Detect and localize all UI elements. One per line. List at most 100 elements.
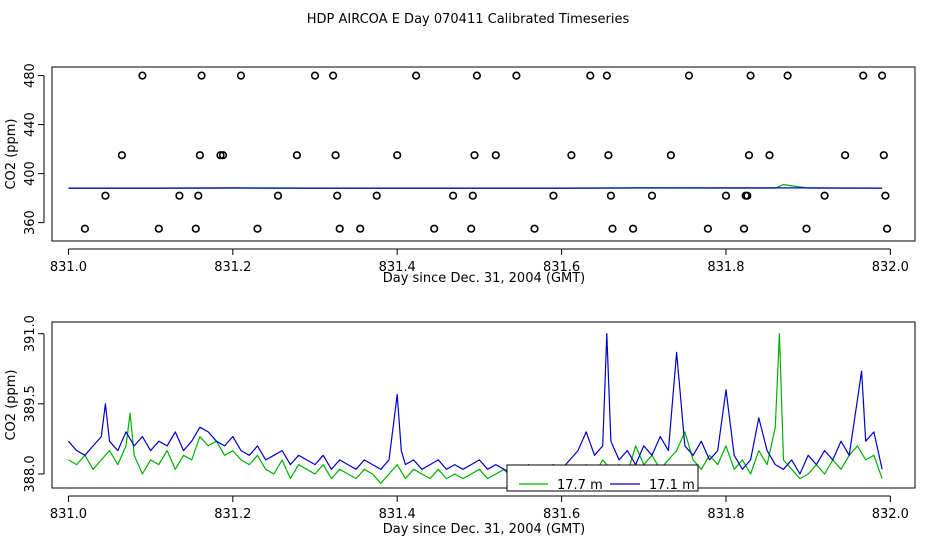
legend-label-17-7m: 17.7 m [557,478,603,493]
data-point [608,224,617,233]
data-point [746,71,755,80]
data-point [310,71,320,80]
bottom-xlabel: Day since Dec. 31, 2004 (GMT) [383,522,586,537]
bottom-x-tick-label: 831.8 [707,507,744,522]
plot-frame-top [51,66,916,242]
top-points [80,71,892,233]
data-point [606,191,616,200]
data-point [802,224,811,233]
data-point [335,224,344,233]
legend: 17.7 m 17.1 m [506,464,699,493]
data-point [138,71,147,80]
data-point [393,151,402,160]
data-point [216,151,225,160]
data-point [273,191,283,200]
data-point [881,191,890,200]
bottom-x-tick-label: 831.6 [543,507,580,522]
top-y-tick-label: 480 [23,63,38,88]
bottom-series-0-line [68,333,883,484]
data-point [647,191,657,200]
data-point [468,191,477,200]
data-point [253,224,262,233]
bottom-y-tick-label: 389.5 [23,385,38,422]
data-point [372,191,381,200]
data-point [512,71,521,80]
data-point [470,151,479,160]
data-point [430,224,439,233]
data-point [329,71,338,80]
bottom-y-tick-label: 388.0 [23,455,38,492]
data-point [840,151,850,160]
data-point [472,71,482,80]
data-point [449,191,458,200]
data-point [356,224,365,233]
bottom-x-tick-label: 831.0 [50,507,87,522]
data-point [783,71,792,80]
data-point [191,224,200,233]
bottom-x-tick-label: 832.0 [872,507,909,522]
top-ylabel: CO2 (ppm) [4,118,19,189]
data-point [101,191,110,200]
data-point [882,224,892,233]
data-point [879,151,888,160]
data-point [602,71,611,80]
data-point [154,224,163,233]
data-point [586,71,595,80]
legend-box [506,464,699,492]
top-x-tick-label: 831.2 [214,260,251,275]
top-xlabel: Day since Dec. 31, 2004 (GMT) [383,271,586,286]
bottom-x-tick-label: 831.2 [214,507,251,522]
data-point [331,151,340,160]
bottom-x-tick-label: 831.4 [379,507,416,522]
top-y-tick-label: 440 [23,112,38,137]
top-y-tick-label: 360 [23,210,38,235]
data-point [765,151,774,160]
data-point [684,71,694,80]
data-point [412,71,421,80]
legend-label-17-1m: 17.1 m [649,478,695,493]
data-point [703,224,713,233]
data-point [491,151,500,160]
plot-frame-bottom [51,321,916,489]
top-x-tick-label: 831.6 [543,260,580,275]
data-point [80,224,89,233]
panel-bottom-line: 831.0 831.2 831.4 831.6 831.8 832.0 388.0 389.5… [4,315,916,537]
data-point [877,71,887,80]
data-point [218,151,228,160]
data-point [628,224,638,233]
top-x-tick-label: 831.4 [379,260,416,275]
data-point [175,191,184,200]
data-point [236,71,246,80]
data-point [333,191,342,200]
bottom-series-1-line [67,333,883,475]
data-point [744,151,754,160]
data-point [859,71,868,80]
data-point [195,151,204,160]
data-point [292,151,302,160]
data-point [739,224,749,233]
panel-top-scatter: 831.0 831.2 831.4 831.6 831.8 832.0 360 400 440 4… [4,63,916,286]
data-point [194,191,203,200]
data-point [666,151,676,160]
data-point [549,191,558,200]
figure-title: HDP AIRCOA E Day 070411 Calibrated Times… [307,12,630,27]
top-y-tick-label: 400 [23,161,38,186]
top-axis-ticks: 831.0 831.2 831.4 831.6 831.8 832.0 360 400 440 4… [23,63,909,275]
data-point [117,151,126,160]
data-point [604,151,613,160]
data-point [721,191,731,200]
data-point [820,191,829,200]
bottom-series-lines [67,333,883,484]
data-point [197,71,206,80]
bottom-ylabel: CO2 (ppm) [4,369,19,440]
data-point [743,191,752,200]
top-x-tick-label: 832.0 [872,260,909,275]
bottom-axis-ticks: 831.0 831.2 831.4 831.6 831.8 832.0 388.0 389.5… [23,315,909,522]
top-x-tick-label: 831.8 [707,260,744,275]
top-x-tick-label: 831.0 [50,260,87,275]
bottom-y-tick-label: 391.0 [23,315,38,352]
data-point [530,224,539,233]
data-point [567,151,576,160]
top-series-lines [68,184,883,189]
